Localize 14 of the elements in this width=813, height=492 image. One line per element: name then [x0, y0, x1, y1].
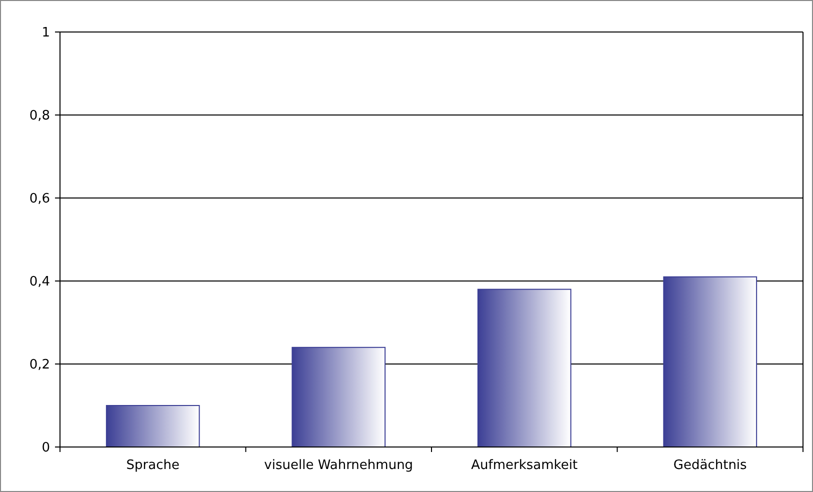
y-tick-label: 0,2 — [29, 358, 50, 373]
bar — [663, 276, 758, 448]
y-tick-label: 0 — [42, 440, 50, 456]
y-tick-label: 0,8 — [29, 108, 50, 124]
y-tick-label: 1 — [42, 26, 50, 41]
x-tick-label: Gedächtnis — [673, 458, 748, 473]
x-tick-label: visuelle Wahrnehmung — [264, 458, 414, 473]
y-tick-label: 0,4 — [29, 274, 50, 290]
bar — [106, 405, 200, 448]
x-tick-label: Sprache — [126, 458, 180, 473]
bar — [477, 288, 572, 448]
y-tick-label: 0,6 — [29, 192, 50, 207]
x-tick-label: Aufmerksamkeit — [471, 458, 578, 473]
bar — [292, 346, 386, 448]
